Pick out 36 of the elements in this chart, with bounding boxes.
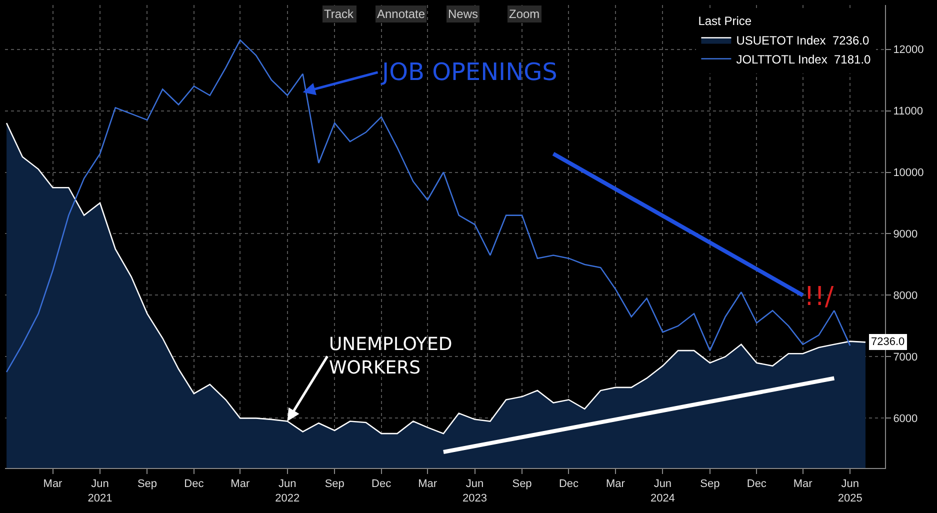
annotation: JOB OPENINGS bbox=[380, 58, 558, 86]
y-tick-label: 9000 bbox=[893, 228, 918, 241]
annotation: !!/ bbox=[804, 282, 834, 312]
x-tick-label: Dec bbox=[184, 478, 204, 490]
annotation: Track bbox=[324, 7, 355, 21]
legend-title: Last Price bbox=[698, 14, 752, 28]
x-tick-label: Dec bbox=[558, 478, 580, 490]
annotation: UNEMPLOYED WORKERS bbox=[329, 334, 452, 378]
data-label: 7236.0 bbox=[871, 336, 905, 348]
x-tick-label: Sep bbox=[324, 478, 344, 490]
x-tick-label: Dec bbox=[372, 478, 392, 490]
x-tick-label: Sep bbox=[700, 478, 720, 490]
x-tick-label: Sep bbox=[512, 478, 532, 490]
annotation: News bbox=[448, 7, 478, 21]
legend-label: JOLTTOTL Index 7181.0 bbox=[736, 52, 872, 66]
x-tick-label: Dec bbox=[746, 478, 767, 490]
x-tick-label: Jun 2022 bbox=[275, 478, 300, 504]
x-tick-label: Mar bbox=[418, 478, 438, 490]
annotation: Annotate bbox=[377, 7, 426, 21]
x-tick-label: Jun 2021 bbox=[88, 478, 112, 504]
legend-label: USUETOT Index 7236.0 bbox=[736, 33, 870, 48]
x-tick-label: Mar bbox=[43, 478, 63, 490]
x-tick-label: Mar bbox=[606, 478, 626, 490]
y-tick-label: 6000 bbox=[893, 413, 918, 426]
annotation: Zoom bbox=[509, 7, 540, 21]
x-tick-label: Sep bbox=[137, 478, 158, 490]
x-tick-label: Mar bbox=[230, 478, 250, 490]
y-tick-label: 12000 bbox=[893, 44, 924, 56]
y-tick-label: 7000 bbox=[893, 352, 918, 364]
y-tick-label: 11000 bbox=[893, 106, 923, 118]
y-tick-label: 8000 bbox=[893, 290, 918, 302]
y-tick-label: 10000 bbox=[893, 167, 924, 180]
x-tick-label: Jun 2025 bbox=[838, 478, 862, 504]
x-tick-label: Jun 2024 bbox=[650, 478, 675, 504]
x-tick-label: Jun 2023 bbox=[462, 478, 488, 504]
x-tick-label: Mar bbox=[793, 478, 813, 490]
